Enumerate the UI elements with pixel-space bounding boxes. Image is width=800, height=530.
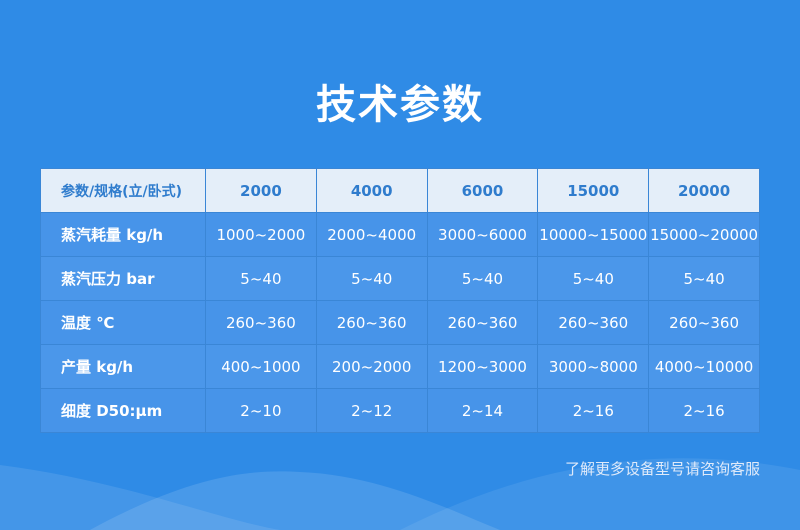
table-cell: 1200~3000 xyxy=(426,344,539,389)
header-cell: 2000 xyxy=(205,168,317,213)
table-cell: 260~360 xyxy=(315,300,428,345)
table-cell: 3000~8000 xyxy=(537,344,650,389)
table-row: 温度 ℃ 260~360 260~360 260~360 260~360 260~360 xyxy=(40,300,760,345)
header-cell: 20000 xyxy=(648,168,760,213)
table-row: 产量 kg/h 400~1000 200~2000 1200~3000 3000~800… xyxy=(40,344,760,389)
row-label: 细度 D50:μm xyxy=(40,388,206,433)
table-cell: 2~16 xyxy=(537,388,650,433)
table-cell: 5~40 xyxy=(648,256,760,301)
table-cell: 2~12 xyxy=(315,388,428,433)
table-cell: 2~14 xyxy=(426,388,539,433)
table-cell: 5~40 xyxy=(205,256,317,301)
row-label: 蒸汽压力 bar xyxy=(40,256,206,301)
table-cell: 2~16 xyxy=(648,388,760,433)
table-cell: 5~40 xyxy=(537,256,650,301)
table-cell: 1000~2000 xyxy=(205,212,317,257)
header-cell: 15000 xyxy=(537,168,650,213)
header-cell: 4000 xyxy=(315,168,428,213)
table-cell: 5~40 xyxy=(426,256,539,301)
footer-note: 了解更多设备型号请咨询客服 xyxy=(564,460,760,478)
table-row: 细度 D50:μm 2~10 2~12 2~14 2~16 2~16 xyxy=(40,388,760,433)
table-cell: 260~360 xyxy=(205,300,317,345)
header-cell: 6000 xyxy=(426,168,539,213)
row-label: 蒸汽耗量 kg/h xyxy=(40,212,206,257)
table-row: 蒸汽压力 bar 5~40 5~40 5~40 5~40 5~40 xyxy=(40,256,760,301)
header-cell: 参数/规格(立/卧式) xyxy=(40,168,206,213)
table-cell: 15000~20000 xyxy=(648,212,760,257)
table-cell: 2~10 xyxy=(205,388,317,433)
table-cell: 400~1000 xyxy=(205,344,317,389)
table-header-row: 参数/规格(立/卧式) 2000 4000 6000 15000 20000 xyxy=(40,168,760,213)
table-cell: 4000~10000 xyxy=(648,344,760,389)
table-cell: 260~360 xyxy=(426,300,539,345)
table-cell: 2000~4000 xyxy=(315,212,428,257)
spec-table: 参数/规格(立/卧式) 2000 4000 6000 15000 20000 蒸… xyxy=(40,168,760,433)
page-title: 技术参数 xyxy=(316,82,484,128)
table-cell: 200~2000 xyxy=(315,344,428,389)
table-cell: 260~360 xyxy=(537,300,650,345)
table-cell: 260~360 xyxy=(648,300,760,345)
row-label: 产量 kg/h xyxy=(40,344,206,389)
table-row: 蒸汽耗量 kg/h 1000~2000 2000~4000 3000~6000 1000… xyxy=(40,212,760,257)
row-label: 温度 ℃ xyxy=(40,300,206,345)
table-cell: 3000~6000 xyxy=(426,212,539,257)
table-cell: 10000~15000 xyxy=(537,212,650,257)
table-cell: 5~40 xyxy=(315,256,428,301)
